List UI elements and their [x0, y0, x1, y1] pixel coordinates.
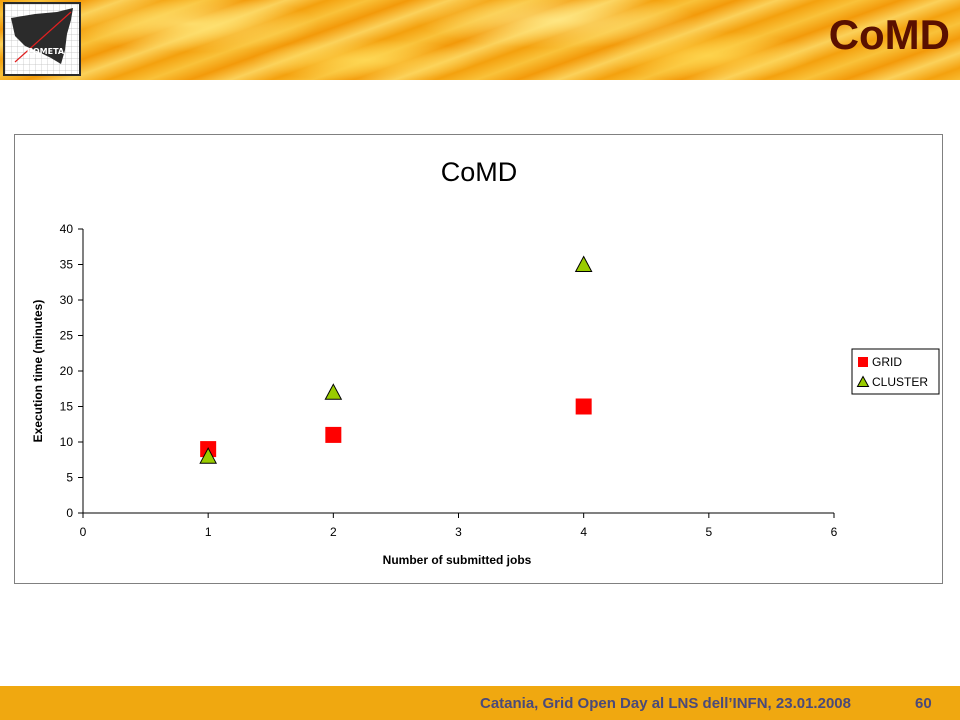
scatter-chart: CoMD 0 5 10 15 20 25 30 35 40 0 1 2 3 4 5 6 Number of s… — [31, 157, 940, 567]
x-tick-label: 3 — [455, 525, 462, 539]
cluster-point — [324, 383, 343, 400]
cometa-logo: COMETA — [3, 2, 81, 76]
x-tick-label: 1 — [205, 525, 212, 539]
y-tick-label: 5 — [66, 471, 73, 485]
x-tick-label: 6 — [831, 525, 838, 539]
y-tick-label: 40 — [60, 222, 74, 236]
y-tick-label: 15 — [60, 400, 74, 414]
chart-title: CoMD — [441, 157, 518, 187]
legend-marker-grid — [858, 357, 868, 367]
page-number: 60 — [915, 695, 932, 712]
cluster-point — [574, 255, 593, 272]
x-tick-label: 4 — [580, 525, 587, 539]
y-tick-label: 0 — [66, 506, 73, 520]
slide-header: COMETA CoMD — [0, 0, 960, 80]
chart-legend: GRID CLUSTER — [851, 348, 940, 395]
y-tick-label: 10 — [60, 435, 74, 449]
x-tick-label: 5 — [705, 525, 712, 539]
cluster-point — [199, 447, 218, 464]
logo-text: COMETA — [27, 47, 65, 56]
x-axis-label: Number of submitted jobs — [383, 553, 532, 567]
chart-frame: CoMD 0 5 10 15 20 25 30 35 40 0 1 2 3 4 5 6 Number of s… — [14, 134, 943, 584]
legend-label-grid: GRID — [872, 355, 902, 369]
footer-text: Catania, Grid Open Day al LNS dell’INFN,… — [480, 695, 851, 712]
chart-axes: 0 5 10 15 20 25 30 35 40 0 1 2 3 4 5 6 — [60, 222, 838, 539]
grid-point — [575, 398, 592, 415]
grid-point — [325, 426, 342, 443]
x-tick-label: 2 — [330, 525, 337, 539]
legend-label-cluster: CLUSTER — [872, 375, 928, 389]
y-tick-label: 35 — [60, 258, 74, 272]
y-tick-label: 25 — [60, 329, 74, 343]
x-tick-label: 0 — [80, 525, 87, 539]
y-axis-label: Execution time (minutes) — [31, 300, 45, 443]
y-tick-label: 30 — [60, 293, 74, 307]
slide-title: CoMD — [828, 11, 950, 58]
legend-marker-cluster — [856, 375, 870, 387]
y-tick-label: 20 — [60, 364, 74, 378]
chart-marks — [199, 255, 593, 464]
sicily-map-icon: COMETA — [5, 4, 79, 74]
slide-footer: Catania, Grid Open Day al LNS dell’INFN,… — [0, 686, 960, 720]
